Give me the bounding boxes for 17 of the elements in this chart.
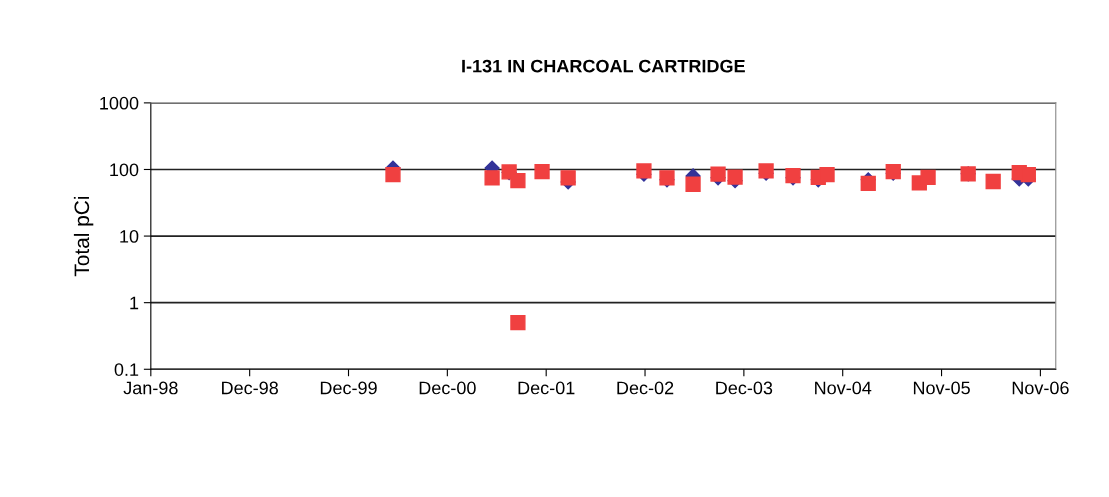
x-tick-label: Dec-98 [222,381,278,395]
y-tick-label: 10 [120,230,139,243]
chart-title: I-131 IN CHARCOAL CARTRIDGE [462,59,745,73]
x-tick-label: Dec-02 [617,381,674,395]
y-tick-label: 1000 [100,96,139,110]
x-tick-label: Jan-98 [123,381,178,395]
x-tick-label: Nov-05 [913,381,970,395]
x-tick-label: Nov-06 [1012,381,1069,395]
x-tick-label: Dec-01 [518,381,575,395]
y-tick-label: 100 [110,163,139,177]
y-tick-label: 1 [130,296,139,310]
y-axis-title: Total pCi [73,196,94,277]
y-tick-label: 0.1 [114,363,139,376]
x-tick-label: Dec-99 [320,381,377,395]
x-tick-label: Dec-03 [716,381,773,395]
x-tick-label: Nov-04 [815,381,872,395]
x-tick-label: Dec-00 [419,381,476,395]
